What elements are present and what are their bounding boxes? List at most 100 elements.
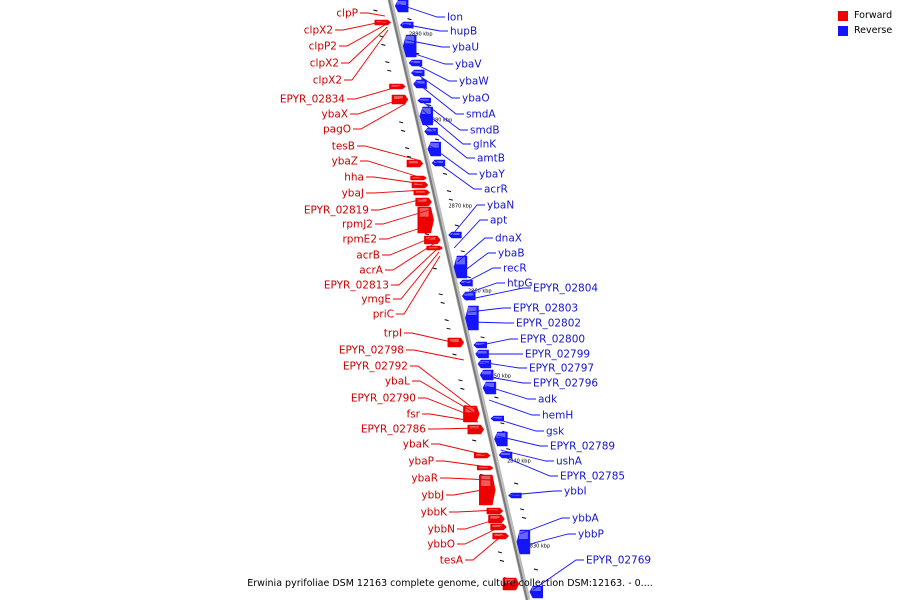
reverse-gene-label[interactable]: ybbA [572, 513, 600, 525]
forward-gene-block [447, 337, 465, 348]
reverse-gene-label[interactable]: ybaU [452, 42, 479, 54]
forward-gene-label[interactable]: clpX2 [313, 75, 342, 87]
forward-gene-label[interactable]: clpP [336, 8, 358, 20]
forward-gene-label[interactable]: ybaZ [331, 156, 358, 168]
reverse-gene-label[interactable]: acrR [484, 184, 508, 196]
reverse-label-line [522, 533, 576, 547]
gene-highlight [482, 371, 492, 375]
gene-highlight [475, 343, 485, 345]
forward-gene-label[interactable]: EPYR_02813 [324, 280, 389, 292]
forward-gene-label[interactable]: ybbO [427, 539, 455, 551]
forward-gene-label[interactable]: fsr [407, 409, 421, 421]
reverse-gene-label[interactable]: ybaN [487, 200, 514, 212]
axis-tick-mark [497, 551, 503, 554]
reverse-gene-label[interactable]: amtB [477, 153, 505, 165]
reverse-gene-label[interactable]: EPYR_02785 [560, 471, 625, 483]
forward-gene-label[interactable]: ybaR [411, 473, 438, 485]
forward-gene-label[interactable]: ybaK [403, 439, 430, 451]
forward-gene-label[interactable]: EPYR_02792 [343, 361, 408, 373]
forward-gene-label[interactable]: ybaJ [342, 188, 364, 200]
axis-tick-label: 2830 kbp [527, 544, 551, 550]
reverse-gene-label[interactable]: adk [538, 394, 558, 406]
forward-gene-label[interactable]: ymgE [361, 294, 391, 306]
reverse-gene-label[interactable]: EPYR_02796 [533, 378, 598, 390]
forward-gene-label[interactable]: priC [373, 309, 394, 321]
reverse-gene-label[interactable]: glnK [473, 139, 497, 151]
forward-label-line [385, 241, 437, 271]
forward-gene-label[interactable]: hha [344, 172, 364, 184]
reverse-gene-label[interactable]: dnaX [495, 233, 522, 245]
forward-gene-label[interactable]: pagO [323, 124, 351, 136]
forward-gene-label[interactable]: ybbJ [421, 490, 444, 502]
reverse-gene-label[interactable]: ybbI [564, 486, 587, 498]
reverse-gene-label[interactable]: EPYR_02769 [586, 555, 651, 567]
forward-gene-label[interactable]: rpmE2 [342, 234, 377, 246]
forward-gene-label[interactable]: trpI [384, 328, 402, 340]
axis-tick-label: 2840 kbp [507, 459, 531, 465]
forward-gene-label[interactable]: EPYR_02819 [304, 205, 369, 217]
reverse-gene-label[interactable]: ybaO [462, 93, 490, 105]
forward-gene-label[interactable]: ybaX [321, 109, 348, 121]
reverse-gene-label[interactable]: smdA [466, 109, 496, 121]
forward-gene-label[interactable]: tesB [332, 141, 355, 153]
gene-highlight [415, 81, 425, 84]
reverse-gene-label[interactable]: ybaV [455, 59, 482, 71]
reverse-gene-block [394, 0, 409, 13]
reverse-label-line [464, 282, 505, 295]
forward-gene-label[interactable]: clpX2 [304, 25, 333, 37]
axis-tick-mark [500, 422, 505, 425]
forward-label-line [366, 189, 425, 194]
forward-gene-label[interactable]: ybaL [385, 376, 410, 388]
reverse-gene-label[interactable]: htpG [507, 278, 533, 290]
gene-shape [402, 34, 417, 58]
forward-gene-label[interactable]: acrA [359, 265, 384, 277]
label-lines-layer [335, 3, 584, 591]
reverse-gene-label[interactable]: EPYR_02800 [520, 334, 585, 346]
reverse-gene-label[interactable]: hupB [450, 26, 477, 38]
reverse-gene-label[interactable]: recR [503, 263, 527, 275]
forward-gene-label[interactable]: ybbK [421, 507, 449, 519]
reverse-gene-label[interactable]: hemH [542, 410, 573, 422]
forward-label-line [404, 332, 461, 345]
reverse-gene-block [424, 127, 438, 136]
reverse-label-line [457, 237, 493, 263]
reverse-gene-label[interactable]: EPYR_02799 [525, 349, 590, 361]
reverse-gene-label[interactable]: ybaW [459, 76, 489, 88]
forward-label-line [431, 443, 486, 456]
reverse-gene-label[interactable]: EPYR_02789 [550, 441, 615, 453]
forward-gene-label[interactable]: acrB [356, 250, 380, 262]
forward-gene-label[interactable]: clpP2 [309, 41, 337, 53]
reverse-gene-label[interactable]: EPYR_02797 [529, 363, 594, 375]
reverse-gene-block [453, 255, 468, 279]
reverse-gene-label[interactable]: apt [490, 215, 507, 227]
reverse-gene-label[interactable]: lon [447, 12, 463, 24]
gene-highlight [402, 23, 412, 25]
forward-label-line [335, 20, 387, 31]
forward-gene-label[interactable]: EPYR_02798 [339, 345, 404, 357]
forward-label-line [446, 487, 494, 496]
legend-forward: Forward [838, 8, 892, 23]
reverse-gene-label[interactable]: ybaB [498, 248, 525, 260]
reverse-gene-label[interactable]: ybaY [479, 169, 505, 181]
reverse-gene-label[interactable]: gsk [546, 426, 565, 438]
forward-label-line [344, 29, 389, 81]
axis-tick-label: 2870 kbp [448, 204, 472, 210]
forward-gene-label[interactable]: clpX2 [310, 58, 339, 70]
forward-gene-label[interactable]: ybbN [428, 524, 455, 536]
reverse-gene-block [408, 59, 423, 67]
axis-tick-mark [446, 327, 451, 330]
forward-gene-label[interactable]: EPYR_02790 [351, 393, 416, 405]
reverse-gene-label[interactable]: EPYR_02804 [533, 283, 598, 295]
reverse-label-line [408, 51, 453, 65]
forward-gene-label[interactable]: ybaP [408, 456, 434, 468]
reverse-gene-label[interactable]: ushA [556, 456, 583, 468]
reverse-gene-label[interactable]: smdB [470, 125, 500, 137]
reverse-gene-label[interactable]: EPYR_02803 [513, 303, 578, 315]
reverse-gene-label[interactable]: EPYR_02802 [516, 318, 581, 330]
forward-gene-label[interactable]: EPYR_02834 [280, 94, 345, 106]
forward-gene-label[interactable]: rpmJ2 [342, 219, 373, 231]
reverse-gene-label[interactable]: ybbP [578, 529, 604, 541]
forward-gene-block [426, 245, 444, 251]
forward-gene-label[interactable]: tesA [440, 555, 464, 567]
forward-gene-label[interactable]: EPYR_02786 [361, 424, 426, 436]
